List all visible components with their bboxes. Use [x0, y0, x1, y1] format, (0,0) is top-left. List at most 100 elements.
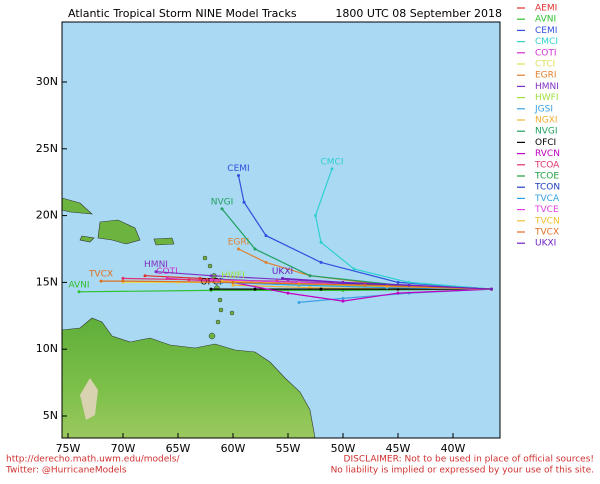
track-point: [407, 283, 411, 287]
track-point: [396, 291, 400, 295]
footer-url: http://derecho.math.uwm.edu/models/: [6, 455, 180, 465]
puerto-rico: [153, 237, 175, 246]
lat-tick-label: 30N: [36, 75, 58, 88]
track-point: [209, 278, 213, 282]
land: [62, 197, 316, 438]
legend-label: COTI: [535, 48, 557, 58]
track-point: [231, 280, 235, 284]
track-point: [231, 283, 235, 287]
track-point: [264, 234, 268, 238]
track-label: AVNI: [68, 280, 89, 290]
cuba: [62, 197, 93, 215]
model-track: [314, 168, 492, 290]
legend-label: TVCN: [534, 216, 560, 226]
track-point: [237, 247, 240, 251]
jamaica: [79, 235, 95, 243]
disclaimer: DISCLAIMER: Not to be used in place of o…: [344, 455, 594, 465]
track-point: [253, 247, 257, 251]
track-point: [297, 300, 301, 304]
tracks: AVNICEMICMCICOTIEGRIHMNIHWFINVGIOFCITVCX…: [68, 157, 493, 304]
track-point: [341, 296, 345, 300]
track-point: [308, 286, 312, 290]
lesser-antilles: [202, 255, 235, 340]
map-title: Atlantic Tropical Storm NINE Model Track…: [68, 7, 297, 20]
track-point: [121, 276, 125, 280]
legend-label: TCOE: [534, 172, 559, 182]
track-label: UKXI: [272, 267, 293, 277]
legend-label: HWFI: [535, 93, 559, 103]
lat-tick-label: 20N: [36, 209, 58, 222]
track-point: [209, 287, 213, 291]
lat-tick-label: 25N: [36, 142, 58, 155]
track-label: HMNI: [144, 260, 168, 270]
track-point: [121, 279, 125, 283]
map-frame: [61, 21, 501, 439]
track-label: CEMI: [227, 164, 249, 174]
axes: 75W 70W 65W 60W 55W 50W 45W 40W 30N 25N 20N 15N 10N 5…: [36, 75, 466, 455]
legend-label: JGSI: [534, 104, 553, 114]
track-point: [281, 276, 284, 280]
track-point: [220, 207, 224, 211]
track-point: [143, 274, 147, 278]
track-point: [341, 280, 345, 284]
track-label: COTI: [156, 267, 178, 277]
lon-tick-label: 45W: [386, 442, 411, 455]
track-point: [286, 291, 290, 295]
legend-label: CMCI: [535, 37, 558, 47]
legend-label: UKXI: [535, 239, 556, 249]
track-label: EGRI: [228, 238, 250, 248]
track-point: [99, 279, 103, 283]
track-point: [407, 280, 411, 284]
lon-tick-label: 50W: [331, 442, 356, 455]
track-point: [352, 267, 356, 271]
model-track: [282, 277, 492, 290]
south-america: [62, 317, 316, 438]
legend-label: RVCN: [535, 149, 560, 159]
track-point: [154, 270, 158, 274]
model-track: [237, 175, 492, 290]
legend-label: CTCI: [535, 60, 555, 70]
track-point: [308, 274, 312, 278]
legend-label: AEMI: [535, 4, 557, 14]
liability: No liability is implied or expressed by …: [331, 466, 594, 476]
lon-tick-label: 60W: [221, 442, 246, 455]
track-point: [209, 274, 213, 278]
legend-label: TVCA: [534, 194, 560, 204]
track-point: [319, 260, 323, 264]
legend-label: AVNI: [535, 15, 556, 25]
track-point: [396, 280, 400, 284]
track-label: NVGI: [211, 197, 234, 207]
track-point: [198, 276, 202, 280]
lat-tick-label: 5N: [43, 409, 58, 422]
legend-label: NVGI: [535, 127, 558, 137]
legend-label: TVCE: [534, 205, 559, 215]
track-label: TVCX: [88, 270, 113, 280]
track-label: HWFI: [221, 271, 245, 281]
track-point: [242, 200, 246, 204]
legend-label: HMNI: [535, 82, 559, 92]
track-point: [341, 299, 345, 303]
track-point: [330, 167, 334, 171]
hispaniola: [97, 219, 141, 245]
legend-label: NGXI: [535, 116, 558, 126]
track-point: [187, 278, 191, 282]
track-point: [363, 283, 367, 287]
lat-tick-label: 15N: [36, 275, 58, 288]
lon-tick-label: 40W: [441, 442, 466, 455]
highlands: [80, 378, 98, 420]
track-point: [253, 287, 257, 291]
footer-twitter: Twitter: @HurricaneModels: [5, 466, 127, 476]
track-point: [77, 290, 81, 294]
model-track: [221, 281, 492, 290]
track-point: [237, 174, 240, 178]
lon-tick-label: 70W: [111, 442, 136, 455]
lon-tick-label: 75W: [56, 442, 81, 455]
lon-tick-label: 65W: [166, 442, 191, 455]
legend-label: CEMI: [535, 26, 557, 36]
legend-label: TVCX: [534, 228, 559, 238]
legend-label: OFCI: [535, 138, 556, 148]
legend-label: TCON: [534, 183, 560, 193]
track-point: [264, 260, 268, 264]
